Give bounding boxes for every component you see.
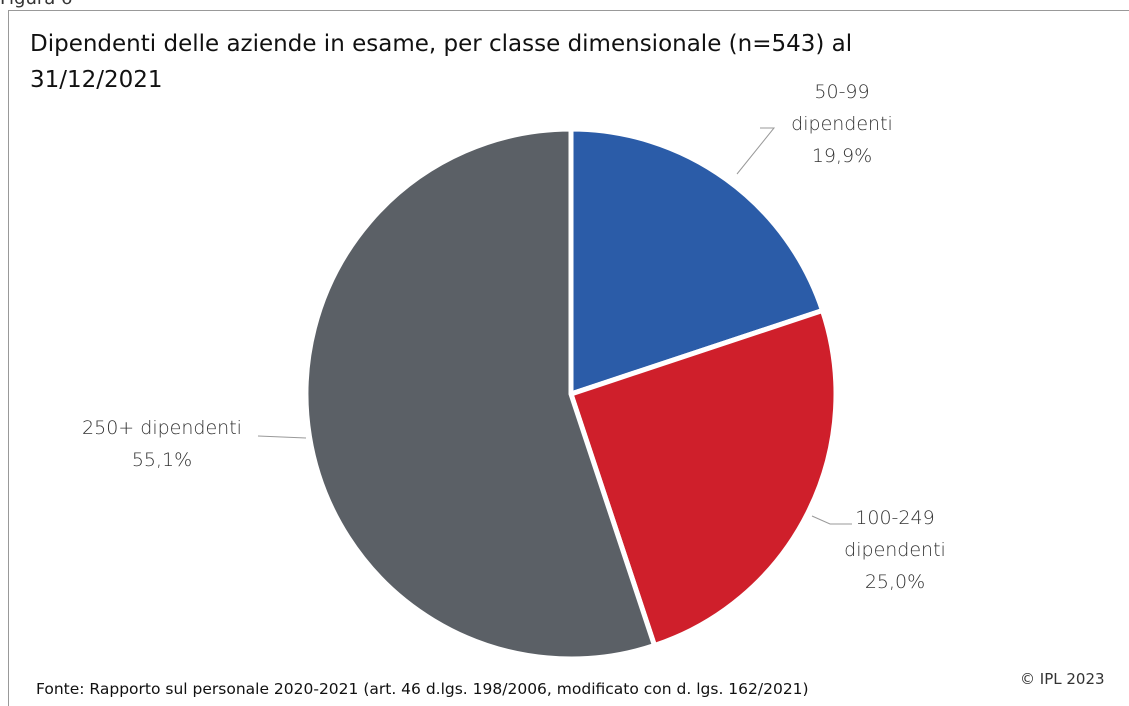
category-label: 50-99 dipendenti: [791, 81, 893, 135]
figure-label: Figura 6: [0, 0, 72, 9]
source-note: Fonte: Rapporto sul personale 2020-2021 …: [36, 680, 809, 698]
leader-line: [736, 127, 776, 175]
chart-title: Dipendenti delle aziende in esame, per c…: [30, 31, 853, 93]
value-label: 55,1%: [131, 449, 193, 471]
slice-label: 250+ dipendenti 55,1%: [62, 412, 262, 476]
leader-line: [811, 515, 852, 525]
category-label: 100-249 dipendenti: [844, 507, 946, 561]
value-label: 19,9%: [811, 145, 873, 167]
category-label: 250+ dipendenti: [82, 417, 242, 439]
copyright: © IPL 2023: [1020, 670, 1105, 688]
value-label: 25,0%: [864, 571, 926, 593]
leader-line: [257, 435, 307, 439]
pie-slice: [303, 126, 658, 662]
pie-slice: [568, 126, 826, 398]
slice-label: 100-249 dipendenti 25,0%: [830, 502, 960, 598]
pie-slice: [567, 307, 839, 649]
slice-label: 50-99 dipendenti 19,9%: [782, 76, 902, 172]
frame: [8, 10, 1129, 706]
